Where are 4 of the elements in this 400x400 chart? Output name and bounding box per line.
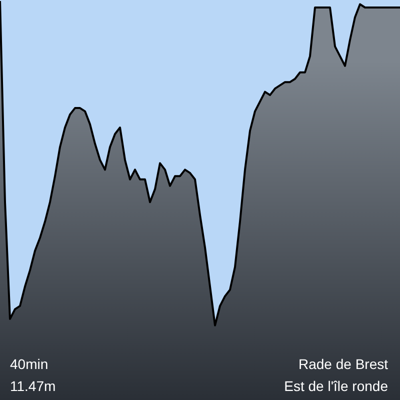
text: 40min: [10, 356, 50, 372]
text: 11.47m: [10, 378, 57, 394]
text: Rade de Brest: [298, 356, 388, 372]
text: Est de l'île ronde: [283, 378, 388, 394]
